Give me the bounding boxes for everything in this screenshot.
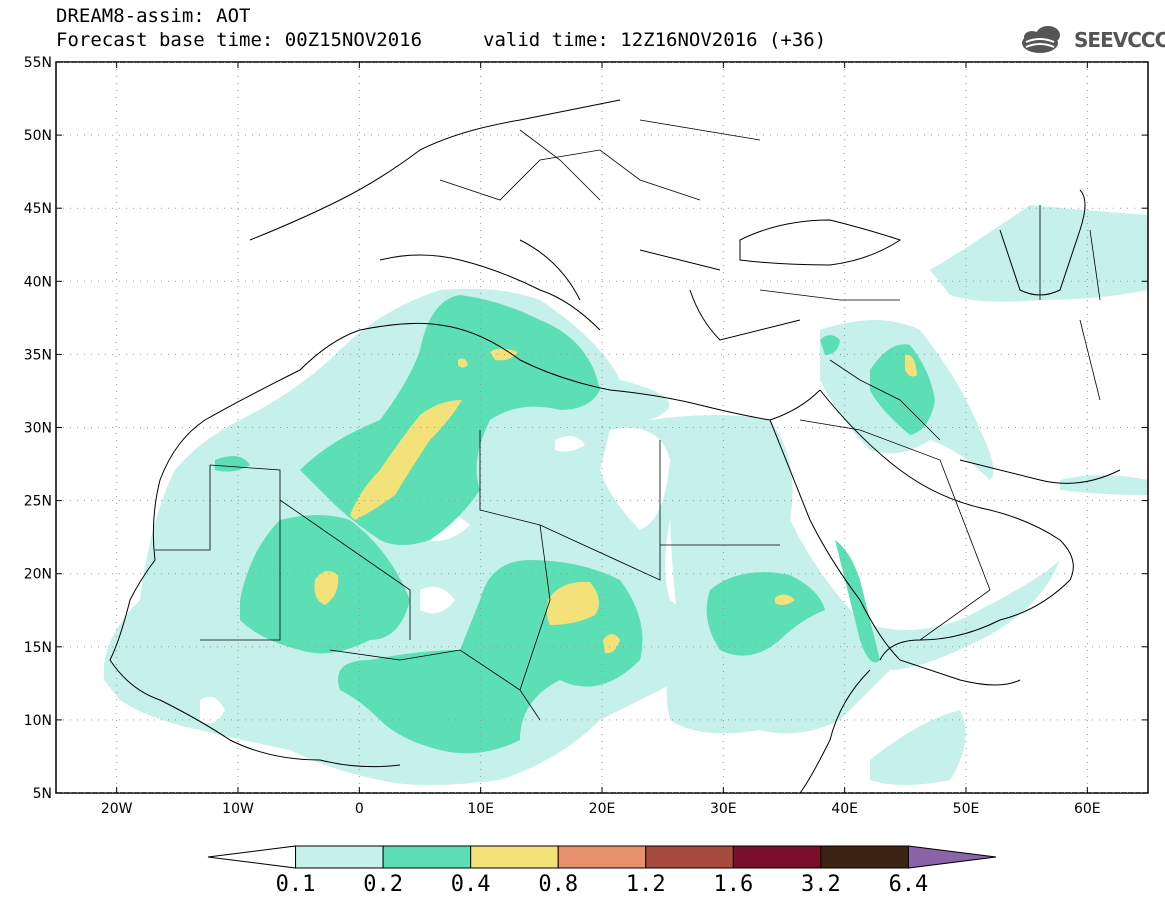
colorbar-swatch [295, 845, 384, 869]
colorbar-label: 1.6 [713, 872, 754, 897]
lon-label: 0 [355, 801, 364, 817]
aot-clear-sahara-east [600, 428, 670, 530]
lat-label: 40N [24, 274, 52, 290]
lon-label: 20E [589, 801, 616, 817]
colorbar-swatch [732, 845, 822, 869]
aot-region-0.4-sudan [775, 594, 795, 605]
colorbar-label: 3.2 [801, 872, 841, 897]
border-mauritania [155, 464, 281, 641]
border-iraq [829, 359, 941, 441]
aot-clear-libya [555, 436, 585, 452]
logo-text: SEEVCCC [1074, 28, 1165, 52]
border-nigeria [329, 649, 541, 721]
coastlines [109, 99, 1121, 793]
latitude-axis: 55N 50N 45N 40N 35N 30N 25N 20N 15N 10N 5N [24, 55, 1148, 802]
border-europe [439, 119, 761, 201]
border-chad-niger [519, 524, 551, 691]
coast-arabia [769, 389, 1121, 661]
aot-shading [103, 205, 1148, 785]
country-borders [155, 119, 1101, 721]
lon-label: 10E [467, 801, 494, 817]
aot-region-0.4-iraq [905, 354, 917, 377]
aot-region-0.2-iraq [870, 344, 935, 435]
lat-label: 45N [24, 201, 52, 217]
colorbar-swatch [470, 845, 559, 869]
aot-clear-central-sahel [420, 586, 455, 614]
longitude-axis: 20W 10W 0 10E 20E 30E 40E 50E 60E [101, 62, 1101, 817]
lat-label: 20N [24, 567, 52, 583]
aot-region-0.2-sudan [706, 572, 825, 656]
aot-colorbar [207, 845, 997, 869]
coast-europe [249, 99, 801, 341]
map-title: DREAM8-assim: AOT [56, 5, 251, 27]
aot-region-0.4-algeria [350, 400, 462, 520]
colorbar-swatch [645, 845, 734, 869]
graticule [56, 62, 1148, 793]
coast-africa [109, 322, 1021, 793]
coast-blacksea [739, 219, 902, 266]
colorbar-under-arrow [207, 845, 297, 869]
lon-label: 30E [710, 801, 737, 817]
colorbar-label: 6.4 [888, 872, 929, 897]
lat-label: 50N [24, 128, 52, 144]
aot-region-0.2-syria [820, 335, 840, 355]
aot-region-0.1-horn [870, 710, 966, 785]
colorbar-swatch [382, 845, 472, 869]
border-algeria-mali [279, 499, 411, 640]
aot-region-0.2-redsea [835, 540, 880, 663]
lat-label: 55N [24, 55, 52, 71]
lat-label: 25N [24, 494, 52, 510]
forecast-base-time: Forecast base time: 00Z15NOV2016 [56, 29, 423, 51]
border-saudi [799, 419, 991, 641]
aot-clear-guinea [200, 696, 225, 724]
aot-region-0.4-tunisia-west [458, 358, 468, 368]
aot-region-0.4-chad-south [603, 634, 620, 654]
colorbar-label: 0.1 [275, 872, 316, 897]
lat-label: 5N [33, 786, 52, 802]
aot-region-0.1-gulf [1060, 475, 1148, 495]
lon-label: 10W [222, 801, 254, 817]
coast-caspian [999, 189, 1086, 296]
colorbar-label: 0.2 [363, 872, 403, 897]
aot-region-0.1-caspian [930, 205, 1148, 302]
aot-region-0.2-westsahara [215, 456, 250, 472]
colorbar-label: 0.4 [450, 872, 491, 897]
seevccc-cloud-logo [1022, 26, 1060, 53]
lon-label: 50E [953, 801, 980, 817]
colorbar-swatch [557, 845, 647, 869]
valid-time: valid time: 12Z16NOV2016 (+36) [483, 29, 827, 51]
lat-label: 10N [24, 713, 52, 729]
lon-label: 20W [101, 801, 133, 817]
colorbar-label: 0.8 [538, 872, 579, 897]
lon-label: 40E [831, 801, 858, 817]
lon-label: 60E [1074, 801, 1101, 817]
lat-label: 35N [24, 347, 52, 363]
colorbar-swatch [820, 845, 909, 869]
border-central-asia [1039, 205, 1101, 401]
aot-region-0.4-mali [314, 571, 339, 605]
lat-label: 30N [24, 421, 52, 437]
colorbar-label: 1.2 [625, 872, 666, 897]
colorbar-over-arrow [907, 845, 997, 869]
lat-label: 15N [24, 640, 52, 656]
border-turkey [759, 289, 900, 301]
aot-region-0.4-chad [546, 581, 599, 625]
